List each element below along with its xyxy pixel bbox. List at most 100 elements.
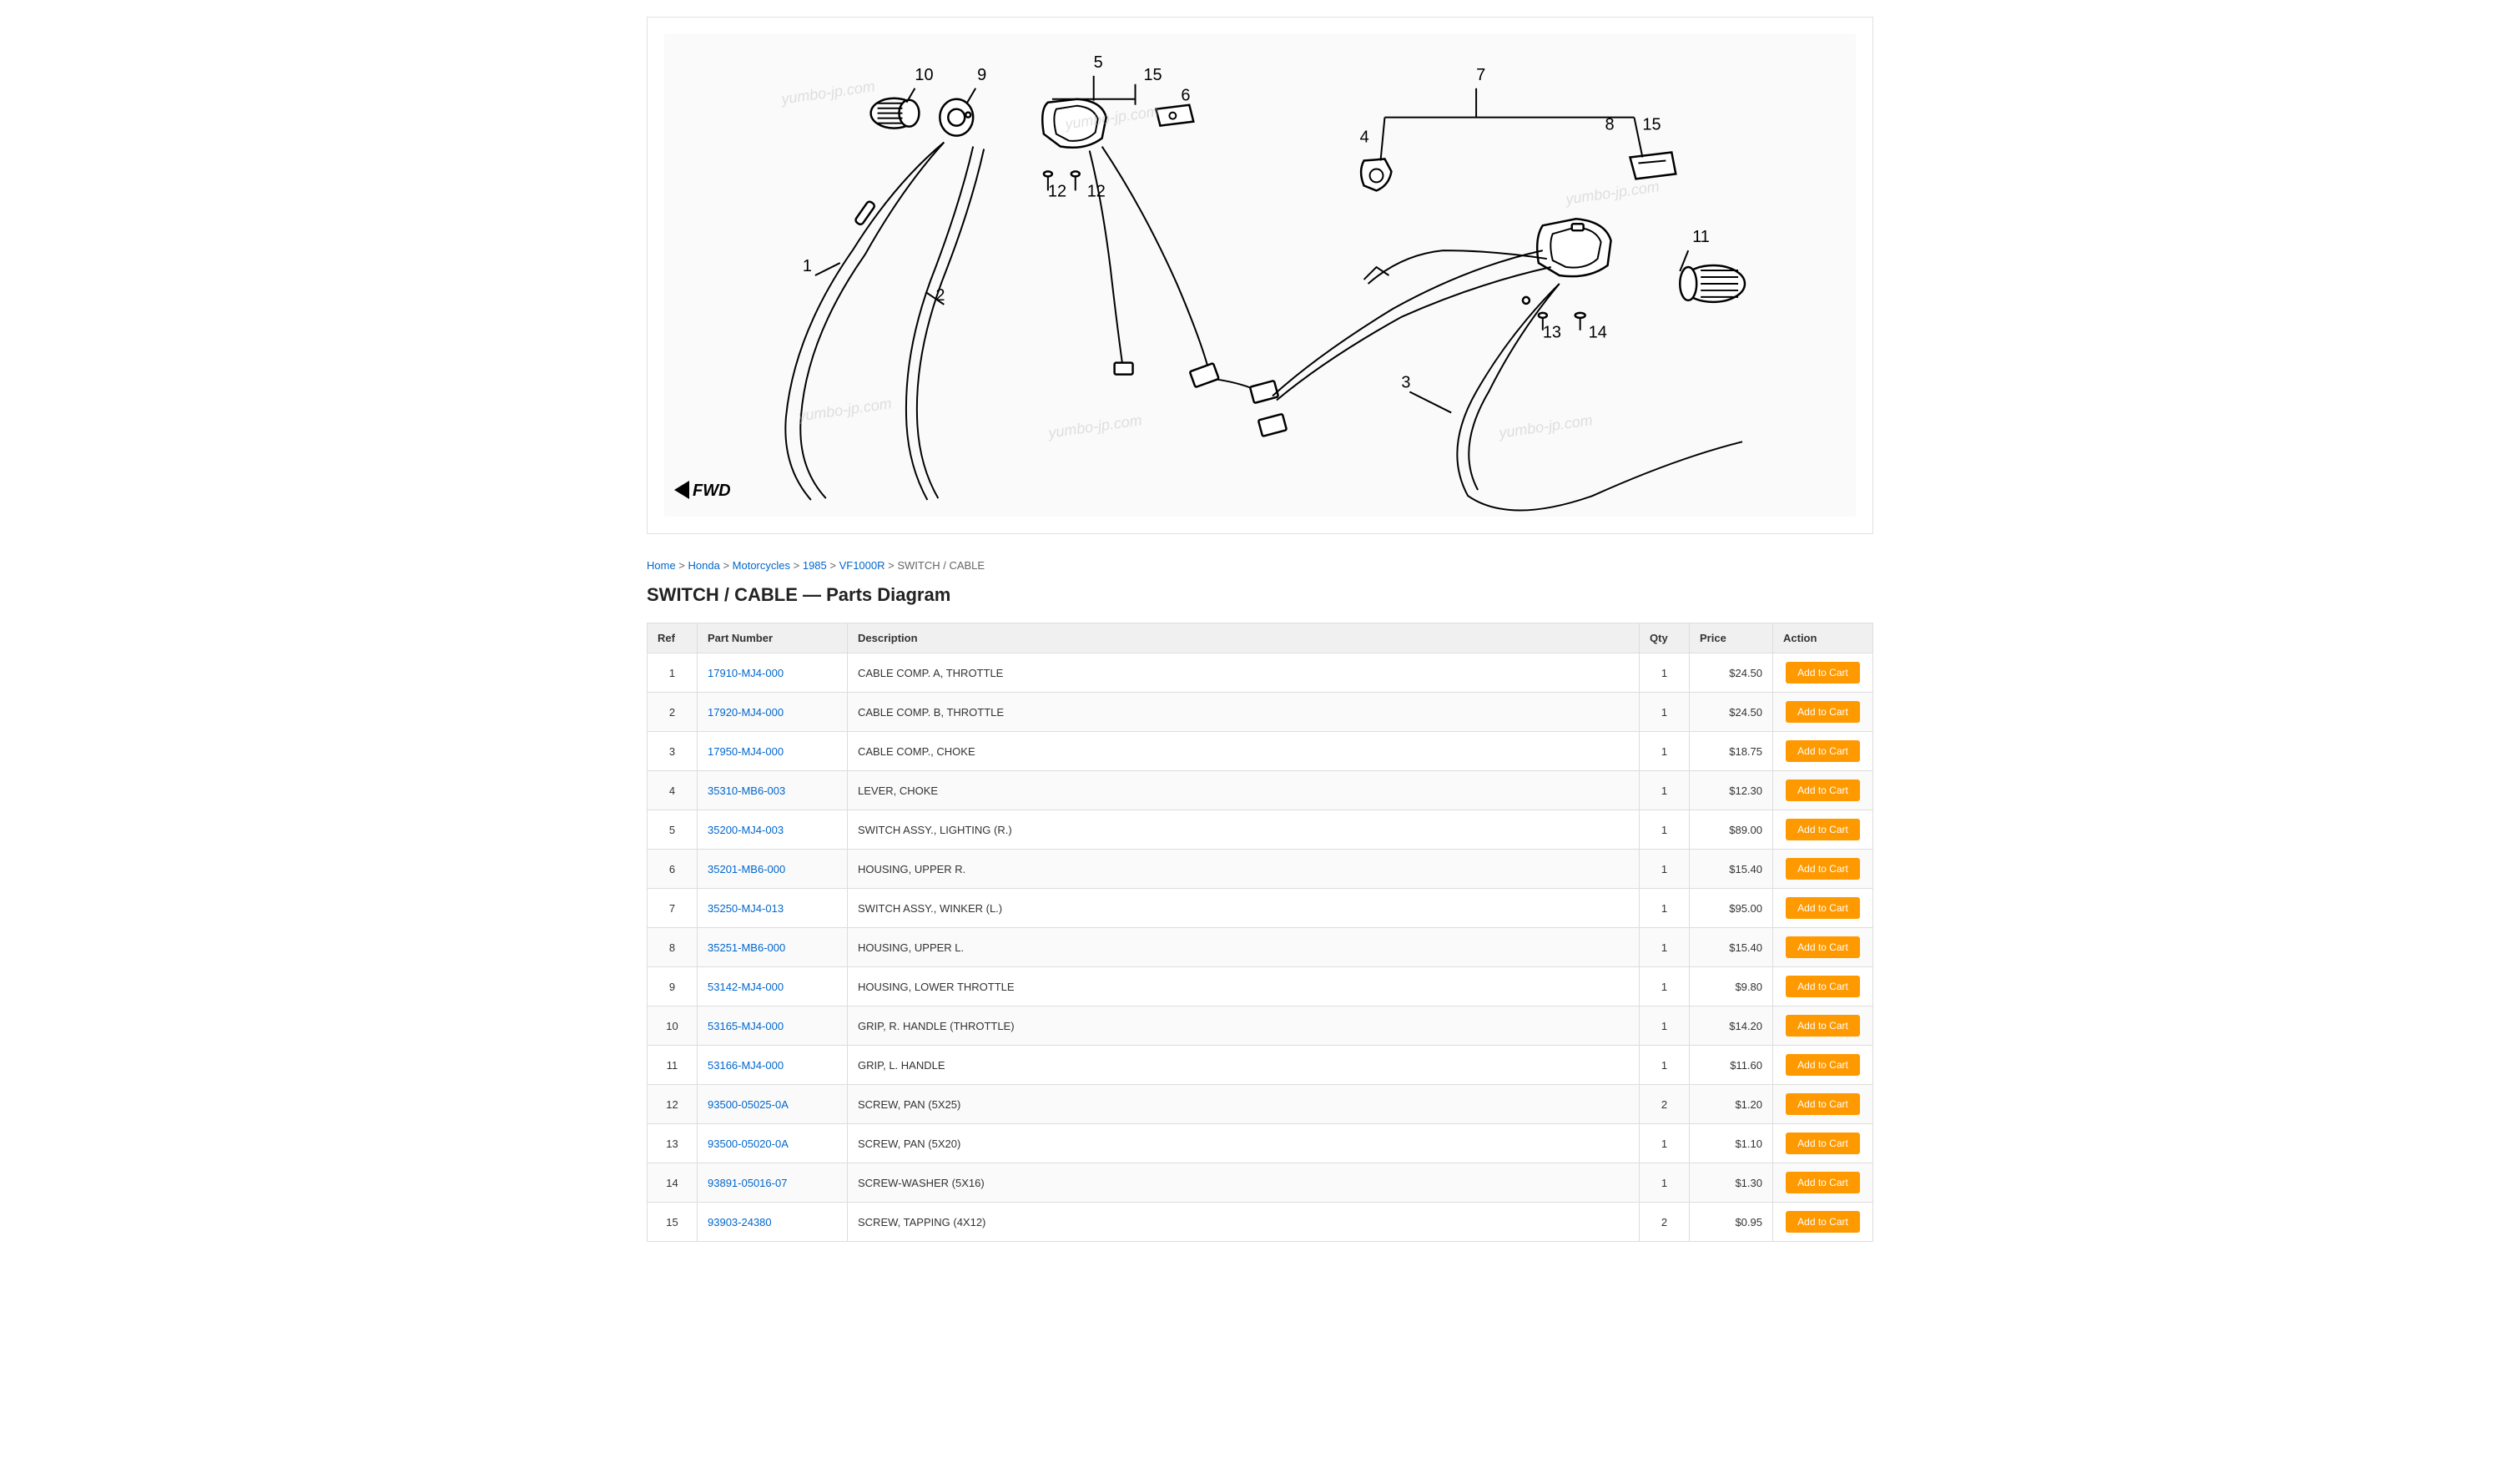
cell-qty: 1 [1640,967,1690,1006]
breadcrumb-link[interactable]: Honda [688,559,720,572]
callout-number[interactable]: 7 [1476,66,1485,84]
callout-number[interactable]: 12 [1048,182,1066,200]
part-link[interactable]: 17920-MJ4-000 [708,706,784,719]
cell-partno: 35310-MB6-003 [698,771,848,810]
callout-number[interactable]: 14 [1589,324,1607,342]
callout-number[interactable]: 1 [803,257,812,275]
callout-number[interactable]: 12 [1087,182,1106,200]
breadcrumb-link[interactable]: Home [647,559,676,572]
breadcrumb-current: SWITCH / CABLE [897,559,985,572]
breadcrumb-link[interactable]: 1985 [803,559,827,572]
part-link[interactable]: 53166-MJ4-000 [708,1059,784,1072]
cell-price: $0.95 [1690,1203,1773,1242]
table-header-qty: Qty [1640,623,1690,653]
page-title: SWITCH / CABLE — Parts Diagram [647,584,1873,606]
table-header-desc: Description [848,623,1640,653]
cell-price: $1.20 [1690,1085,1773,1124]
callout-number[interactable]: 2 [935,286,945,305]
cell-ref: 6 [648,850,698,889]
add-to-cart-button[interactable]: Add to Cart [1786,1093,1860,1115]
callout-number[interactable]: 4 [1360,129,1369,147]
part-link[interactable]: 93903-24380 [708,1216,772,1228]
cell-partno: 53165-MJ4-000 [698,1006,848,1046]
cell-price: $11.60 [1690,1046,1773,1085]
table-header-action: Action [1773,623,1873,653]
cell-price: $15.40 [1690,928,1773,967]
cell-ref: 13 [648,1124,698,1163]
cell-qty: 1 [1640,693,1690,732]
cell-partno: 93500-05020-0A [698,1124,848,1163]
part-link[interactable]: 93500-05020-0A [708,1138,789,1150]
cell-desc: CABLE COMP. A, THROTTLE [848,653,1640,693]
cell-desc: SCREW, PAN (5X20) [848,1124,1640,1163]
add-to-cart-button[interactable]: Add to Cart [1786,1211,1860,1233]
add-to-cart-button[interactable]: Add to Cart [1786,662,1860,684]
part-link[interactable]: 35250-MJ4-013 [708,902,784,915]
table-row: 117910-MJ4-000CABLE COMP. A, THROTTLE1$2… [648,653,1873,693]
add-to-cart-button[interactable]: Add to Cart [1786,976,1860,997]
cell-ref: 8 [648,928,698,967]
cell-ref: 4 [648,771,698,810]
table-row: 1053165-MJ4-000GRIP, R. HANDLE (THROTTLE… [648,1006,1873,1046]
part-link[interactable]: 93500-05025-0A [708,1098,789,1111]
add-to-cart-button[interactable]: Add to Cart [1786,1015,1860,1037]
cell-desc: CABLE COMP. B, THROTTLE [848,693,1640,732]
callout-number[interactable]: 3 [1401,374,1410,392]
cell-desc: GRIP, R. HANDLE (THROTTLE) [848,1006,1640,1046]
add-to-cart-button[interactable]: Add to Cart [1786,740,1860,762]
cell-desc: HOUSING, UPPER R. [848,850,1640,889]
part-link[interactable]: 53165-MJ4-000 [708,1020,784,1032]
cell-qty: 1 [1640,928,1690,967]
part-link[interactable]: 35200-MJ4-003 [708,824,784,836]
callout-number[interactable]: 9 [977,66,986,84]
cell-partno: 17920-MJ4-000 [698,693,848,732]
breadcrumb-link[interactable]: VF1000R [839,559,885,572]
callout-number[interactable]: 6 [1181,87,1190,105]
callout-number[interactable]: 15 [1642,116,1661,134]
part-link[interactable]: 35310-MB6-003 [708,784,785,797]
cell-desc: HOUSING, LOWER THROTTLE [848,967,1640,1006]
table-row: 1393500-05020-0ASCREW, PAN (5X20)1$1.10A… [648,1124,1873,1163]
part-link[interactable]: 93891-05016-07 [708,1177,787,1189]
cell-price: $89.00 [1690,810,1773,850]
callout-number[interactable]: 10 [915,66,933,84]
add-to-cart-button[interactable]: Add to Cart [1786,701,1860,723]
cell-qty: 1 [1640,889,1690,928]
add-to-cart-button[interactable]: Add to Cart [1786,858,1860,880]
cell-partno: 35251-MB6-000 [698,928,848,967]
part-link[interactable]: 17950-MJ4-000 [708,745,784,758]
cell-ref: 15 [648,1203,698,1242]
part-link[interactable]: 35251-MB6-000 [708,941,785,954]
cell-partno: 35250-MJ4-013 [698,889,848,928]
diagram-svg: 1234567891011121213141515 [664,34,1856,517]
part-link[interactable]: 35201-MB6-000 [708,863,785,875]
add-to-cart-button[interactable]: Add to Cart [1786,897,1860,919]
cell-partno: 93891-05016-07 [698,1163,848,1203]
cell-qty: 1 [1640,1046,1690,1085]
cell-price: $15.40 [1690,850,1773,889]
cell-partno: 53142-MJ4-000 [698,967,848,1006]
breadcrumb-link[interactable]: Motorcycles [733,559,790,572]
cell-partno: 17950-MJ4-000 [698,732,848,771]
add-to-cart-button[interactable]: Add to Cart [1786,936,1860,958]
parts-table: Ref Part Number Description Qty Price Ac… [647,623,1873,1242]
part-link[interactable]: 53142-MJ4-000 [708,981,784,993]
table-row: 735250-MJ4-013SWITCH ASSY., WINKER (L.)1… [648,889,1873,928]
add-to-cart-button[interactable]: Add to Cart [1786,779,1860,801]
callout-number[interactable]: 8 [1605,116,1615,134]
cell-qty: 1 [1640,810,1690,850]
add-to-cart-button[interactable]: Add to Cart [1786,819,1860,840]
cell-desc: SWITCH ASSY., LIGHTING (R.) [848,810,1640,850]
callout-number[interactable]: 15 [1143,66,1162,84]
cell-ref: 9 [648,967,698,1006]
add-to-cart-button[interactable]: Add to Cart [1786,1172,1860,1193]
add-to-cart-button[interactable]: Add to Cart [1786,1133,1860,1154]
breadcrumb: Home > Honda > Motorcycles > 1985 > VF10… [647,559,1873,572]
callout-number[interactable]: 11 [1692,228,1710,246]
part-link[interactable]: 17910-MJ4-000 [708,667,784,679]
callout-number[interactable]: 13 [1543,324,1561,342]
cell-ref: 12 [648,1085,698,1124]
table-row: 1493891-05016-07SCREW-WASHER (5X16)1$1.3… [648,1163,1873,1203]
callout-number[interactable]: 5 [1094,53,1103,72]
add-to-cart-button[interactable]: Add to Cart [1786,1054,1860,1076]
